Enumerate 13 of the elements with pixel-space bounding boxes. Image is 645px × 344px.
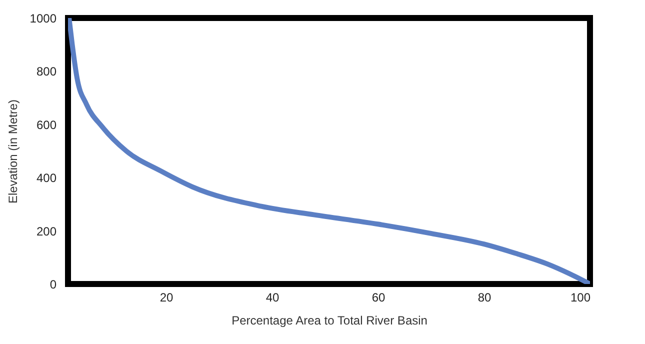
x-tick-label: 40 [266, 290, 280, 304]
x-tick-label: 100 [570, 290, 591, 304]
y-axis-title: Elevation (in Metre) [6, 99, 20, 204]
x-tick-label: 60 [372, 290, 386, 304]
y-tick-label: 200 [36, 224, 57, 238]
x-tick-label: 80 [478, 290, 492, 304]
y-tick-label: 0 [50, 278, 57, 292]
x-tick-label: 20 [160, 290, 174, 304]
y-tick-label: 600 [36, 118, 57, 132]
y-tick-label: 400 [36, 171, 57, 186]
y-tick-label: 1000 [30, 12, 57, 26]
y-tick-label: 800 [36, 64, 57, 79]
x-axis-title: Percentage Area to Total River Basin [232, 314, 428, 328]
